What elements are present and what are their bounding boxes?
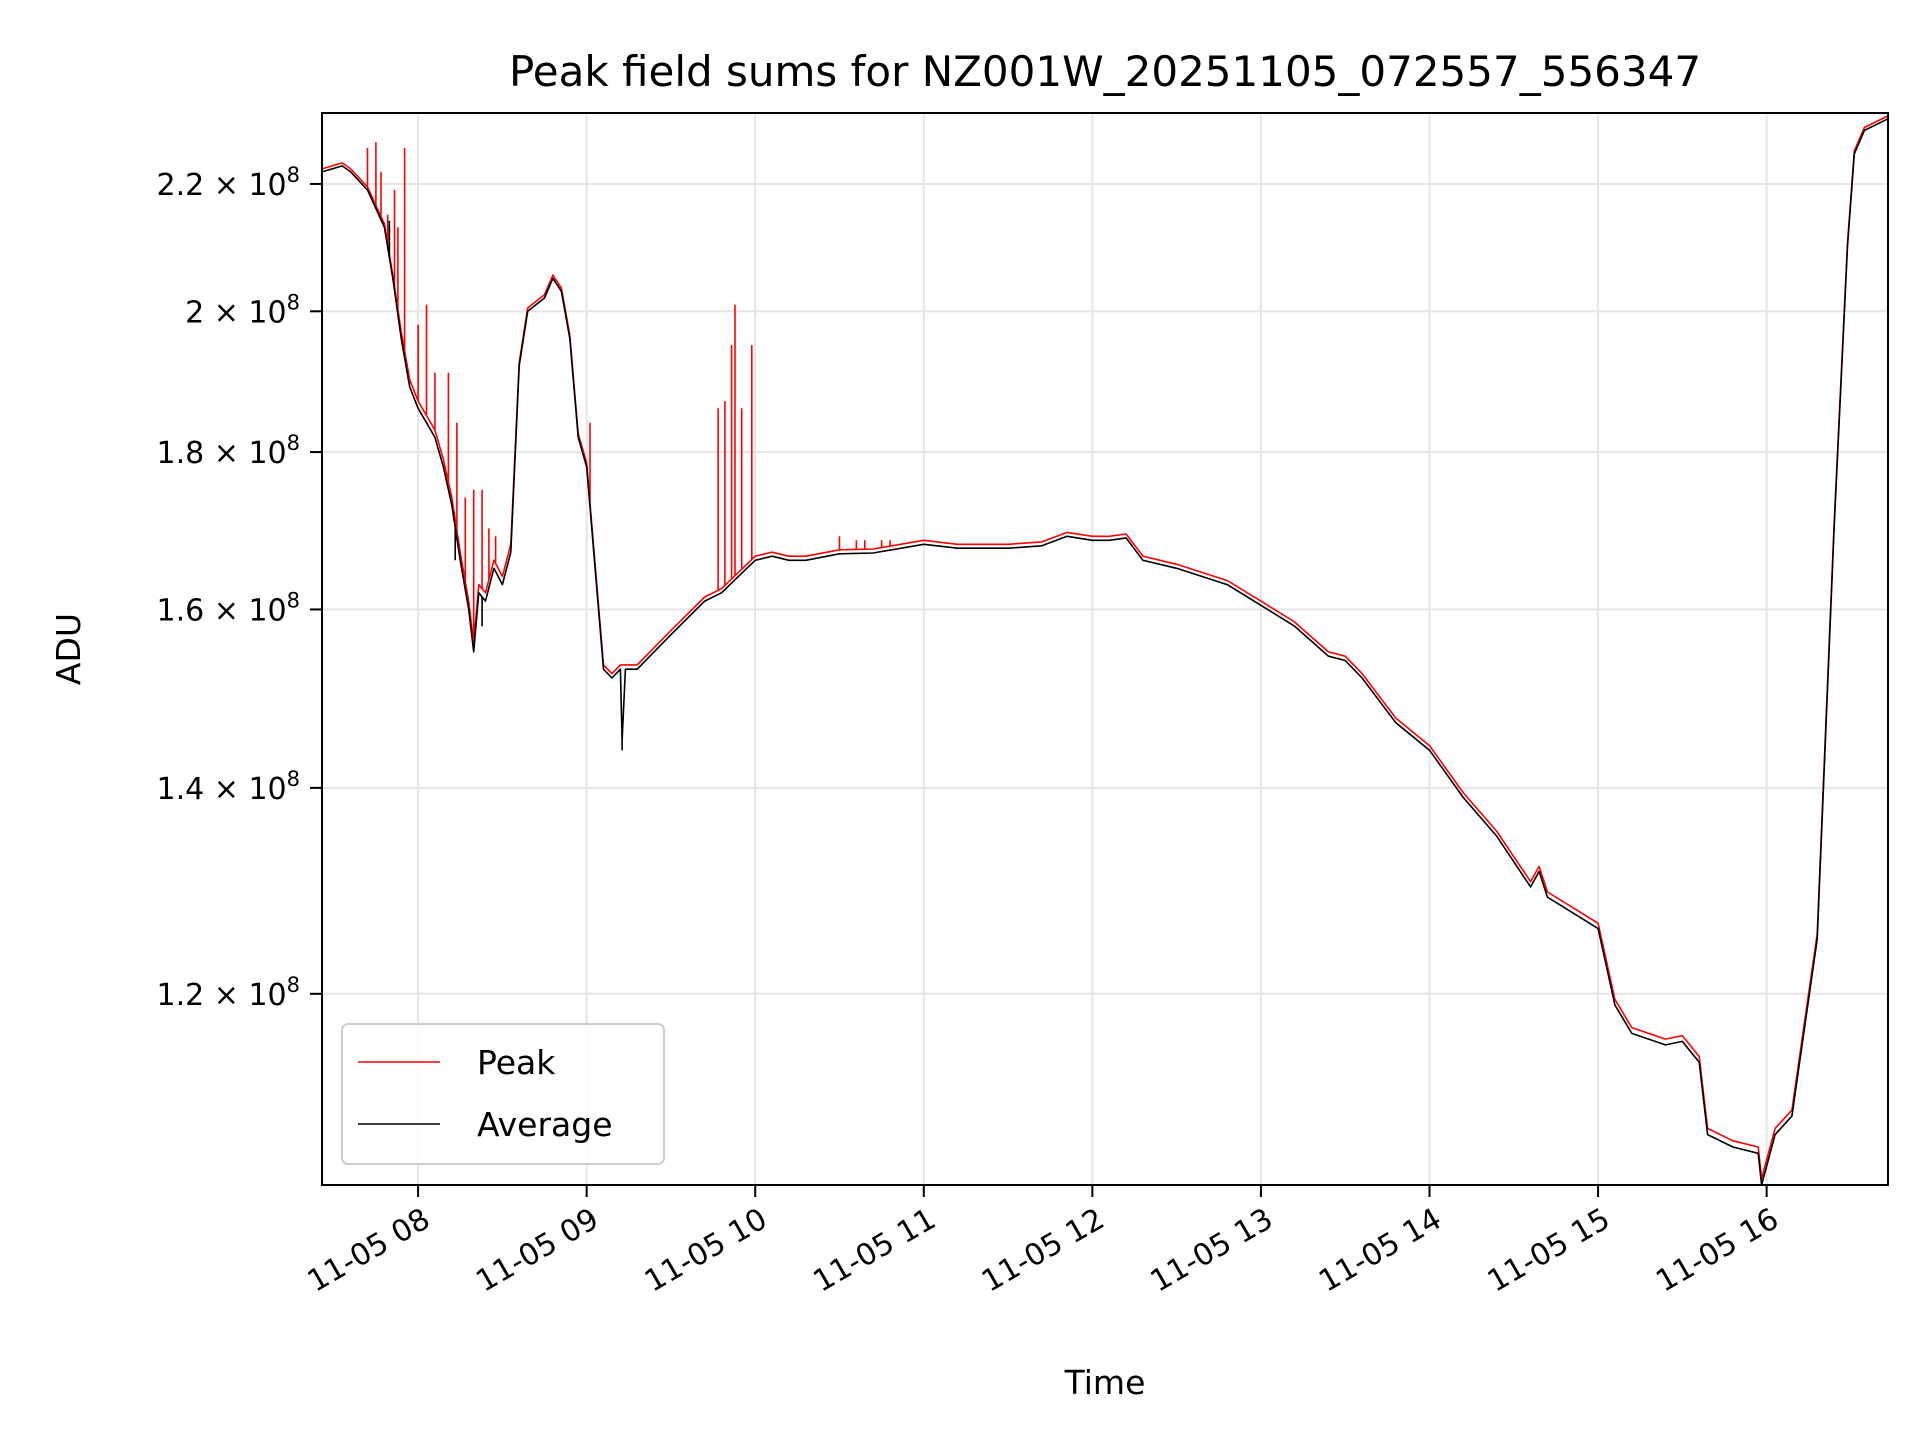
peak-series-line [321, 115, 1889, 1180]
legend-box [341, 1023, 665, 1165]
legend-label-average: Average [477, 1105, 613, 1144]
y-axis-ticks: 1.2 × 108 1.4 × 108 1.6 × 108 1.8 × 108 2 × … [157, 163, 322, 1013]
y-tick-label-0: 1.2 × 108 [157, 973, 300, 1013]
y-tick-label-2: 1.6 × 108 [157, 588, 300, 628]
legend-label-peak: Peak [477, 1043, 556, 1082]
chart-title: Peak field sums for NZ001W_20251105_0725… [509, 47, 1701, 96]
plot-frame [321, 112, 1889, 1186]
x-axis-label: Time [1064, 1363, 1146, 1402]
y-tick-label-4: 2 × 108 [185, 290, 300, 330]
y-tick-label-1: 1.4 × 108 [157, 767, 300, 807]
legend: Peak Average [341, 1023, 665, 1165]
grid-lines [322, 113, 1888, 1185]
y-axis-label: ADU [49, 613, 88, 685]
average-series-line [321, 118, 1889, 1186]
y-tick-label-3: 1.8 × 108 [157, 431, 300, 471]
y-tick-label-5: 2.2 × 108 [157, 163, 300, 203]
series-lines [321, 115, 1889, 1186]
